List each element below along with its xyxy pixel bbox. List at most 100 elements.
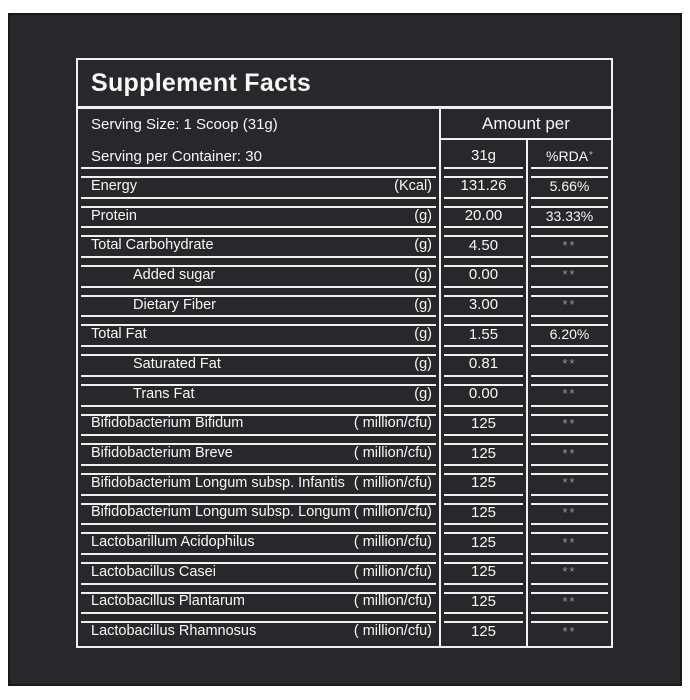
nutrient-row: Trans Fat (g) 0.00 ** — [78, 374, 611, 409]
nutrient-rda: ** — [528, 612, 611, 646]
nutrient-label-cell: Bifidobacterium Longum subsp. Infantis (… — [78, 463, 441, 498]
nutrient-label: Bifidobacterium Bifidum — [91, 415, 244, 432]
nutrient-label: Trans Fat — [133, 385, 195, 402]
nutrient-rda: ** — [528, 285, 611, 320]
amount-per-header: Amount per — [441, 109, 611, 140]
amount-columns: Amount per 31g %RDA * — [441, 109, 611, 171]
nutrient-label: Protein — [91, 207, 137, 224]
nutrient-row: Lactobacillus Plantarum ( million/cfu) 1… — [78, 582, 611, 617]
nutrient-row: Bifidobacterium Longum subsp. Infantis (… — [78, 463, 611, 498]
nutrient-rda: 33.33% — [528, 196, 611, 231]
nutrient-label: Dietary Fiber — [133, 296, 216, 313]
nutrient-label: Lactobarillum Acidophilus — [91, 534, 255, 551]
nutrient-amount: 0.00 — [441, 374, 528, 409]
nutrient-label-cell: Lactobacillus Plantarum ( million/cfu) — [78, 582, 441, 617]
nutrient-amount: 4.50 — [441, 226, 528, 261]
nutrient-rda: ** — [528, 345, 611, 379]
nutrient-row: Lactobacillus Casei ( million/cfu) 125 *… — [78, 552, 611, 587]
nutrient-label-cell: Total Carbohydrate (g) — [78, 226, 441, 261]
serving-size: Serving Size: 1 Scoop (31g) — [91, 116, 278, 133]
nutrient-unit: ( million/cfu) — [353, 593, 432, 610]
nutrient-unit: ( million/cfu) — [353, 623, 432, 640]
nutrient-row: Saturated Fat (g) 0.81 ** — [78, 345, 611, 379]
nutrient-unit: (g) — [414, 237, 432, 254]
nutrient-label-cell: Bifidobacterium Bifidum ( million/cfu) — [78, 404, 441, 439]
nutrient-label: Lactobacillus Plantarum — [91, 593, 245, 610]
nutrient-label-cell: Saturated Fat (g) — [78, 345, 441, 379]
nutrient-amount: 125 — [441, 612, 528, 646]
nutrient-row: Dietary Fiber (g) 3.00 ** — [78, 285, 611, 320]
nutrient-rda: ** — [528, 256, 611, 290]
nutrient-label: Bifidobacterium Breve — [91, 445, 233, 462]
nutrient-label: Bifidobacterium Longum subsp. Longum — [91, 504, 351, 521]
nutrient-label-cell: Lactobarillum Acidophilus ( million/cfu) — [78, 523, 441, 557]
facts-header: Serving Size: 1 Scoop (31g) Serving per … — [78, 109, 611, 171]
nutrient-row: Bifidobacterium Bifidum ( million/cfu) 1… — [78, 404, 611, 439]
amount-col-header: 31g — [441, 140, 528, 171]
nutrient-label: Energy — [91, 177, 137, 194]
nutrient-label: Lactobacillus Rhamnosus — [91, 623, 257, 640]
label-panel: Supplement Facts Serving Size: 1 Scoop (… — [8, 13, 682, 686]
rda-footnote-asterisk: * — [589, 150, 593, 161]
nutrient-unit: (g) — [414, 207, 432, 224]
nutrient-row: Total Carbohydrate (g) 4.50 ** — [78, 226, 611, 261]
facts-title: Supplement Facts — [78, 60, 611, 109]
nutrient-unit: ( million/cfu) — [353, 504, 432, 521]
nutrient-unit: ( million/cfu) — [353, 563, 432, 580]
nutrient-row: Bifidobacterium Longum subsp. Longum ( m… — [78, 493, 611, 528]
nutrient-rda: ** — [528, 374, 611, 409]
nutrient-amount: 125 — [441, 493, 528, 528]
nutrient-row: Lactobarillum Acidophilus ( million/cfu)… — [78, 523, 611, 557]
nutrient-label: Total Carbohydrate — [91, 237, 214, 254]
nutrient-rows: Energy (Kcal) 131.26 5.66% Protein (g) 2… — [78, 167, 611, 646]
nutrient-rda: ** — [528, 226, 611, 260]
nutrient-label-cell: Bifidobacterium Breve ( million/cfu) — [78, 434, 441, 468]
nutrient-amount: 0.00 — [441, 256, 528, 290]
nutrient-label-cell: Bifidobacterium Longum subsp. Longum ( m… — [78, 493, 441, 528]
nutrient-label-cell: Dietary Fiber (g) — [78, 285, 441, 320]
nutrient-label-cell: Lactobacillus Casei ( million/cfu) — [78, 552, 441, 587]
nutrient-row: Lactobacillus Rhamnosus ( million/cfu) 1… — [78, 612, 611, 646]
nutrient-unit: (g) — [414, 296, 432, 313]
nutrient-row: Total Fat (g) 1.55 6.20% — [78, 315, 611, 350]
servings-per-container: Serving per Container: 30 — [91, 148, 262, 165]
nutrient-label: Added sugar — [133, 266, 216, 283]
rda-col-label: %RDA — [546, 147, 589, 164]
nutrient-unit: (g) — [414, 385, 432, 402]
nutrient-row: Protein (g) 20.00 33.33% — [78, 196, 611, 231]
nutrient-unit: (g) — [414, 326, 432, 343]
rda-col-header: %RDA * — [528, 140, 611, 171]
nutrient-amount: 125 — [441, 463, 528, 498]
nutrient-unit: (g) — [414, 355, 432, 372]
nutrient-rda: ** — [528, 552, 611, 587]
nutrient-rda: ** — [528, 434, 611, 468]
nutrient-amount: 20.00 — [441, 196, 528, 231]
nutrient-label-cell: Added sugar (g) — [78, 256, 441, 290]
nutrient-unit: (Kcal) — [394, 177, 432, 194]
nutrient-label-cell: Lactobacillus Rhamnosus ( million/cfu) — [78, 612, 441, 646]
nutrient-amount: 3.00 — [441, 285, 528, 320]
nutrient-amount: 0.81 — [441, 345, 528, 379]
nutrient-amount: 125 — [441, 552, 528, 587]
nutrient-row: Added sugar (g) 0.00 ** — [78, 256, 611, 290]
nutrient-rda: 5.66% — [528, 167, 611, 201]
nutrient-label: Lactobacillus Casei — [91, 563, 216, 580]
nutrient-rda: ** — [528, 404, 611, 439]
nutrient-rda: 6.20% — [528, 315, 611, 349]
nutrient-unit: (g) — [414, 266, 432, 283]
nutrient-unit: ( million/cfu) — [353, 534, 432, 551]
nutrient-amount: 125 — [441, 434, 528, 468]
nutrient-label-cell: Protein (g) — [78, 196, 441, 231]
nutrient-row: Energy (Kcal) 131.26 5.66% — [78, 167, 611, 201]
nutrient-rda: ** — [528, 493, 611, 528]
nutrient-label-cell: Trans Fat (g) — [78, 374, 441, 409]
nutrient-label-cell: Energy (Kcal) — [78, 167, 441, 201]
nutrient-amount: 125 — [441, 582, 528, 617]
nutrient-row: Bifidobacterium Breve ( million/cfu) 125… — [78, 434, 611, 468]
nutrient-amount: 125 — [441, 523, 528, 557]
nutrient-rda: ** — [528, 463, 611, 498]
nutrient-unit: ( million/cfu) — [353, 474, 432, 491]
nutrient-amount: 131.26 — [441, 167, 528, 201]
amount-subheaders: 31g %RDA * — [441, 140, 611, 171]
